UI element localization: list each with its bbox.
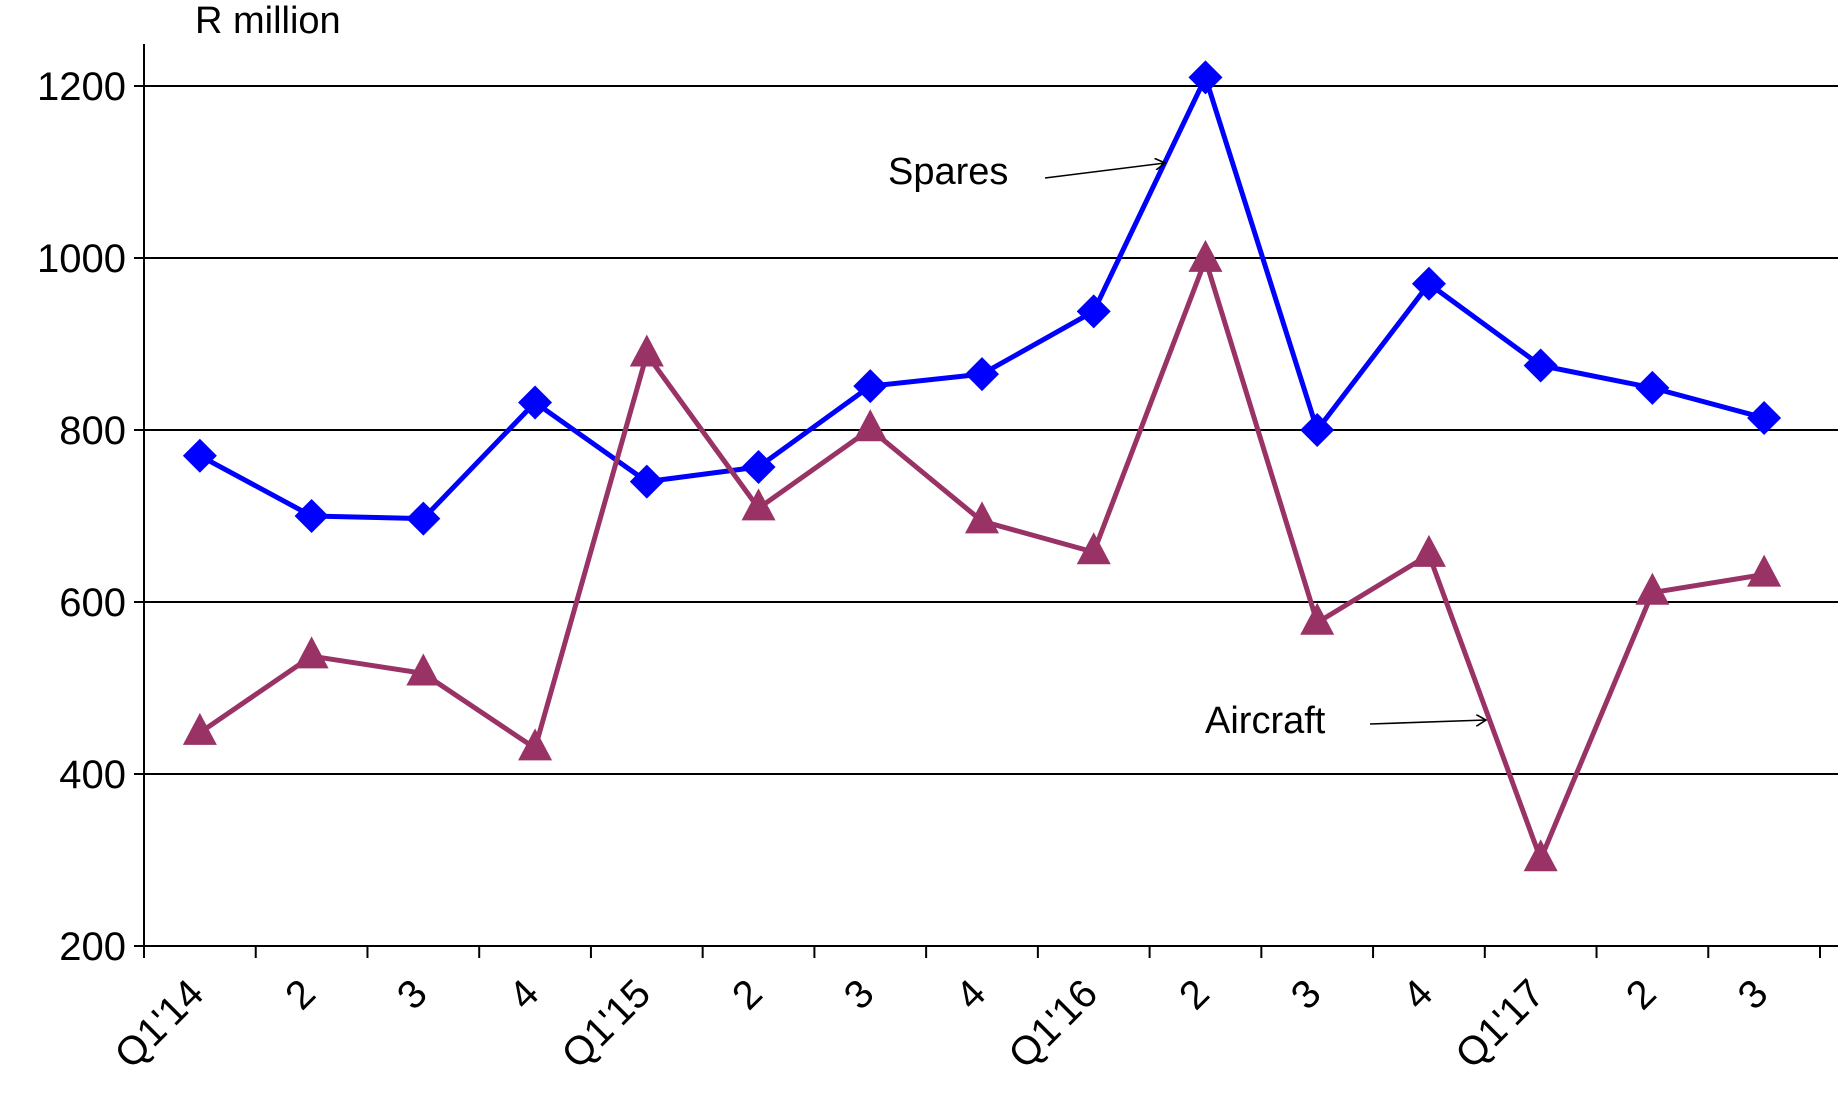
x-tick-label: 2 — [1618, 971, 1665, 1018]
x-tick-label: Q1'14 — [107, 971, 213, 1077]
data-point — [1188, 239, 1223, 272]
data-point — [629, 334, 664, 367]
series-line — [198, 74, 1765, 522]
data-point — [1523, 839, 1558, 872]
data-point — [1747, 400, 1782, 435]
data-point — [182, 438, 217, 473]
series-lines — [182, 60, 1782, 872]
data-point — [1300, 413, 1335, 447]
x-tick-label: Q1'17 — [1447, 971, 1553, 1077]
x-tick-label: 4 — [1394, 971, 1441, 1018]
annotation-aircraft: Aircraft — [1205, 700, 1326, 742]
data-point — [294, 636, 329, 669]
data-point — [1635, 572, 1670, 605]
data-point — [518, 728, 553, 761]
x-tick-label: 3 — [389, 971, 436, 1018]
x-tick-label: 4 — [948, 971, 995, 1018]
data-point — [406, 653, 441, 686]
data-point — [741, 449, 776, 484]
data-point — [965, 501, 999, 534]
data-point — [965, 357, 999, 392]
data-point — [518, 385, 553, 420]
data-point — [1747, 554, 1782, 587]
annotation-arrow — [1369, 720, 1486, 724]
y-tick-label: 1200 — [37, 65, 126, 109]
data-point — [853, 409, 888, 442]
x-tick-label: Q1'16 — [1000, 971, 1106, 1077]
x-tick-label: 2 — [724, 971, 771, 1018]
data-point — [853, 369, 888, 404]
x-tick-label: Q1'15 — [553, 971, 659, 1077]
y-axis-unit-label: R million — [195, 0, 341, 42]
data-point — [1411, 266, 1446, 301]
series-annotations: Spares Aircraft — [888, 151, 1486, 742]
y-tick-labels: 200 400 600 800 1000 1200 — [37, 65, 126, 969]
y-tick-label: 400 — [59, 753, 126, 797]
series-aircraft — [182, 239, 1782, 872]
data-point — [1076, 532, 1111, 565]
data-point — [294, 499, 329, 533]
series-line — [198, 257, 1765, 862]
x-tick-label: 2 — [1171, 971, 1218, 1018]
data-point — [629, 464, 664, 499]
data-point — [1188, 60, 1223, 95]
x-tick-label: 3 — [1283, 971, 1330, 1018]
y-tick-label: 200 — [59, 925, 126, 969]
x-tick-label: 4 — [501, 971, 548, 1018]
y-tick-label: 1000 — [37, 237, 126, 281]
data-point — [1076, 294, 1111, 329]
data-point — [1300, 602, 1335, 635]
series-spares — [182, 60, 1782, 536]
x-tick-label: 2 — [277, 971, 324, 1018]
annotation-arrow — [1044, 163, 1165, 179]
gridlines — [134, 85, 1838, 947]
data-point — [1523, 348, 1558, 383]
data-point — [1635, 370, 1670, 405]
data-point — [406, 501, 441, 536]
x-tick-label: 3 — [836, 971, 883, 1018]
data-point — [1411, 534, 1446, 567]
annotation-spares: Spares — [888, 151, 1008, 193]
y-tick-label: 600 — [59, 581, 126, 625]
y-tick-label: 800 — [59, 409, 126, 453]
x-tick-labels: Q1'14 2 3 4 Q1'15 2 3 4 Q1'16 2 3 4 Q1'17 2 3 — [107, 971, 1777, 1077]
data-point — [741, 488, 776, 521]
data-point — [182, 712, 217, 745]
axes — [143, 44, 1821, 958]
x-tick-label: 3 — [1730, 971, 1777, 1018]
